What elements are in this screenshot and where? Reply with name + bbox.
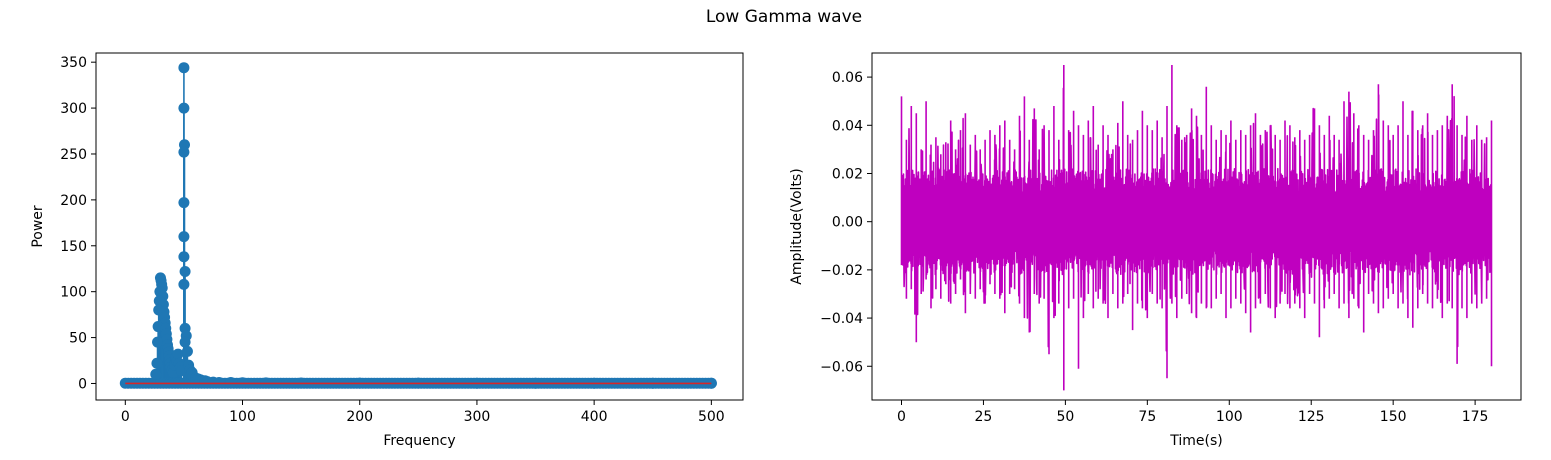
- power-marker: [179, 336, 191, 348]
- y-tick-label: 0.02: [832, 166, 863, 182]
- power-spectrum-ylabel: Power: [30, 205, 46, 248]
- x-tick-label: 400: [581, 409, 608, 425]
- power-marker: [172, 348, 184, 360]
- y-tick-label: 350: [60, 55, 87, 71]
- x-tick-label: 75: [1138, 409, 1156, 425]
- y-tick-label: 0.06: [832, 70, 863, 86]
- amplitude-ylabel: Amplitude(Volts): [789, 168, 805, 284]
- power-marker: [152, 336, 164, 348]
- x-tick-label: 500: [698, 409, 725, 425]
- power-spectrum-ticks: 0 100 200 300 400 500 0 50 100 150 200 250 300 350: [60, 55, 724, 425]
- y-tick-label: −0.04: [820, 311, 863, 327]
- y-tick-label: 50: [69, 331, 87, 347]
- figure-title: Low Gamma wave: [706, 7, 862, 27]
- power-marker: [178, 278, 190, 290]
- power-marker: [178, 197, 190, 209]
- y-tick-label: 250: [60, 147, 87, 163]
- x-tick-label: 100: [229, 409, 256, 425]
- power-marker: [213, 377, 225, 389]
- y-tick-label: 0.04: [832, 118, 863, 134]
- x-tick-label: 100: [1216, 409, 1243, 425]
- power-marker: [151, 357, 163, 369]
- y-tick-label: 150: [60, 239, 87, 255]
- x-tick-label: 150: [1380, 409, 1407, 425]
- power-spectrum-axes-frame: [95, 52, 744, 401]
- amplitude-xlabel: Time(s): [1169, 433, 1222, 449]
- x-tick-label: 0: [121, 409, 130, 425]
- power-spectrum-chart: 0 100 200 300 400 500 0 50 100 150 200 250 300 350 Fr…: [30, 52, 744, 449]
- amplitude-ticks: 0 25 50 75 100 125 150 175 0.06 0.04 0.02 0.00 −0.02…: [820, 70, 1488, 425]
- y-tick-label: −0.02: [820, 263, 863, 279]
- power-spectrum-plot-area: [119, 62, 717, 389]
- power-marker: [178, 251, 190, 263]
- y-tick-label: 0: [78, 376, 87, 392]
- power-marker: [178, 146, 190, 158]
- y-tick-label: 100: [60, 285, 87, 301]
- amplitude-chart: 0 25 50 75 100 125 150 175 0.06 0.04 0.02 0.00 −0.02…: [789, 52, 1522, 449]
- amplitude-axes-frame: [871, 52, 1522, 401]
- x-tick-label: 300: [464, 409, 491, 425]
- power-marker: [178, 62, 190, 74]
- power-marker: [181, 345, 193, 357]
- amplitude-trace: [900, 65, 1493, 391]
- x-tick-label: 125: [1298, 409, 1325, 425]
- x-tick-label: 0: [897, 409, 906, 425]
- power-marker: [178, 102, 190, 114]
- x-tick-label: 200: [346, 409, 373, 425]
- power-spectrum-xlabel: Frequency: [383, 433, 455, 449]
- y-tick-label: 0.00: [832, 215, 863, 231]
- y-tick-label: 200: [60, 193, 87, 209]
- power-marker: [178, 231, 190, 243]
- amplitude-plot-area: [900, 65, 1493, 391]
- x-tick-label: 25: [975, 409, 993, 425]
- x-tick-label: 50: [1056, 409, 1074, 425]
- power-marker: [225, 377, 237, 389]
- power-marker: [179, 265, 191, 277]
- power-marker: [150, 368, 162, 380]
- y-tick-label: −0.06: [820, 359, 863, 375]
- y-tick-label: 300: [60, 101, 87, 117]
- x-tick-label: 175: [1462, 409, 1489, 425]
